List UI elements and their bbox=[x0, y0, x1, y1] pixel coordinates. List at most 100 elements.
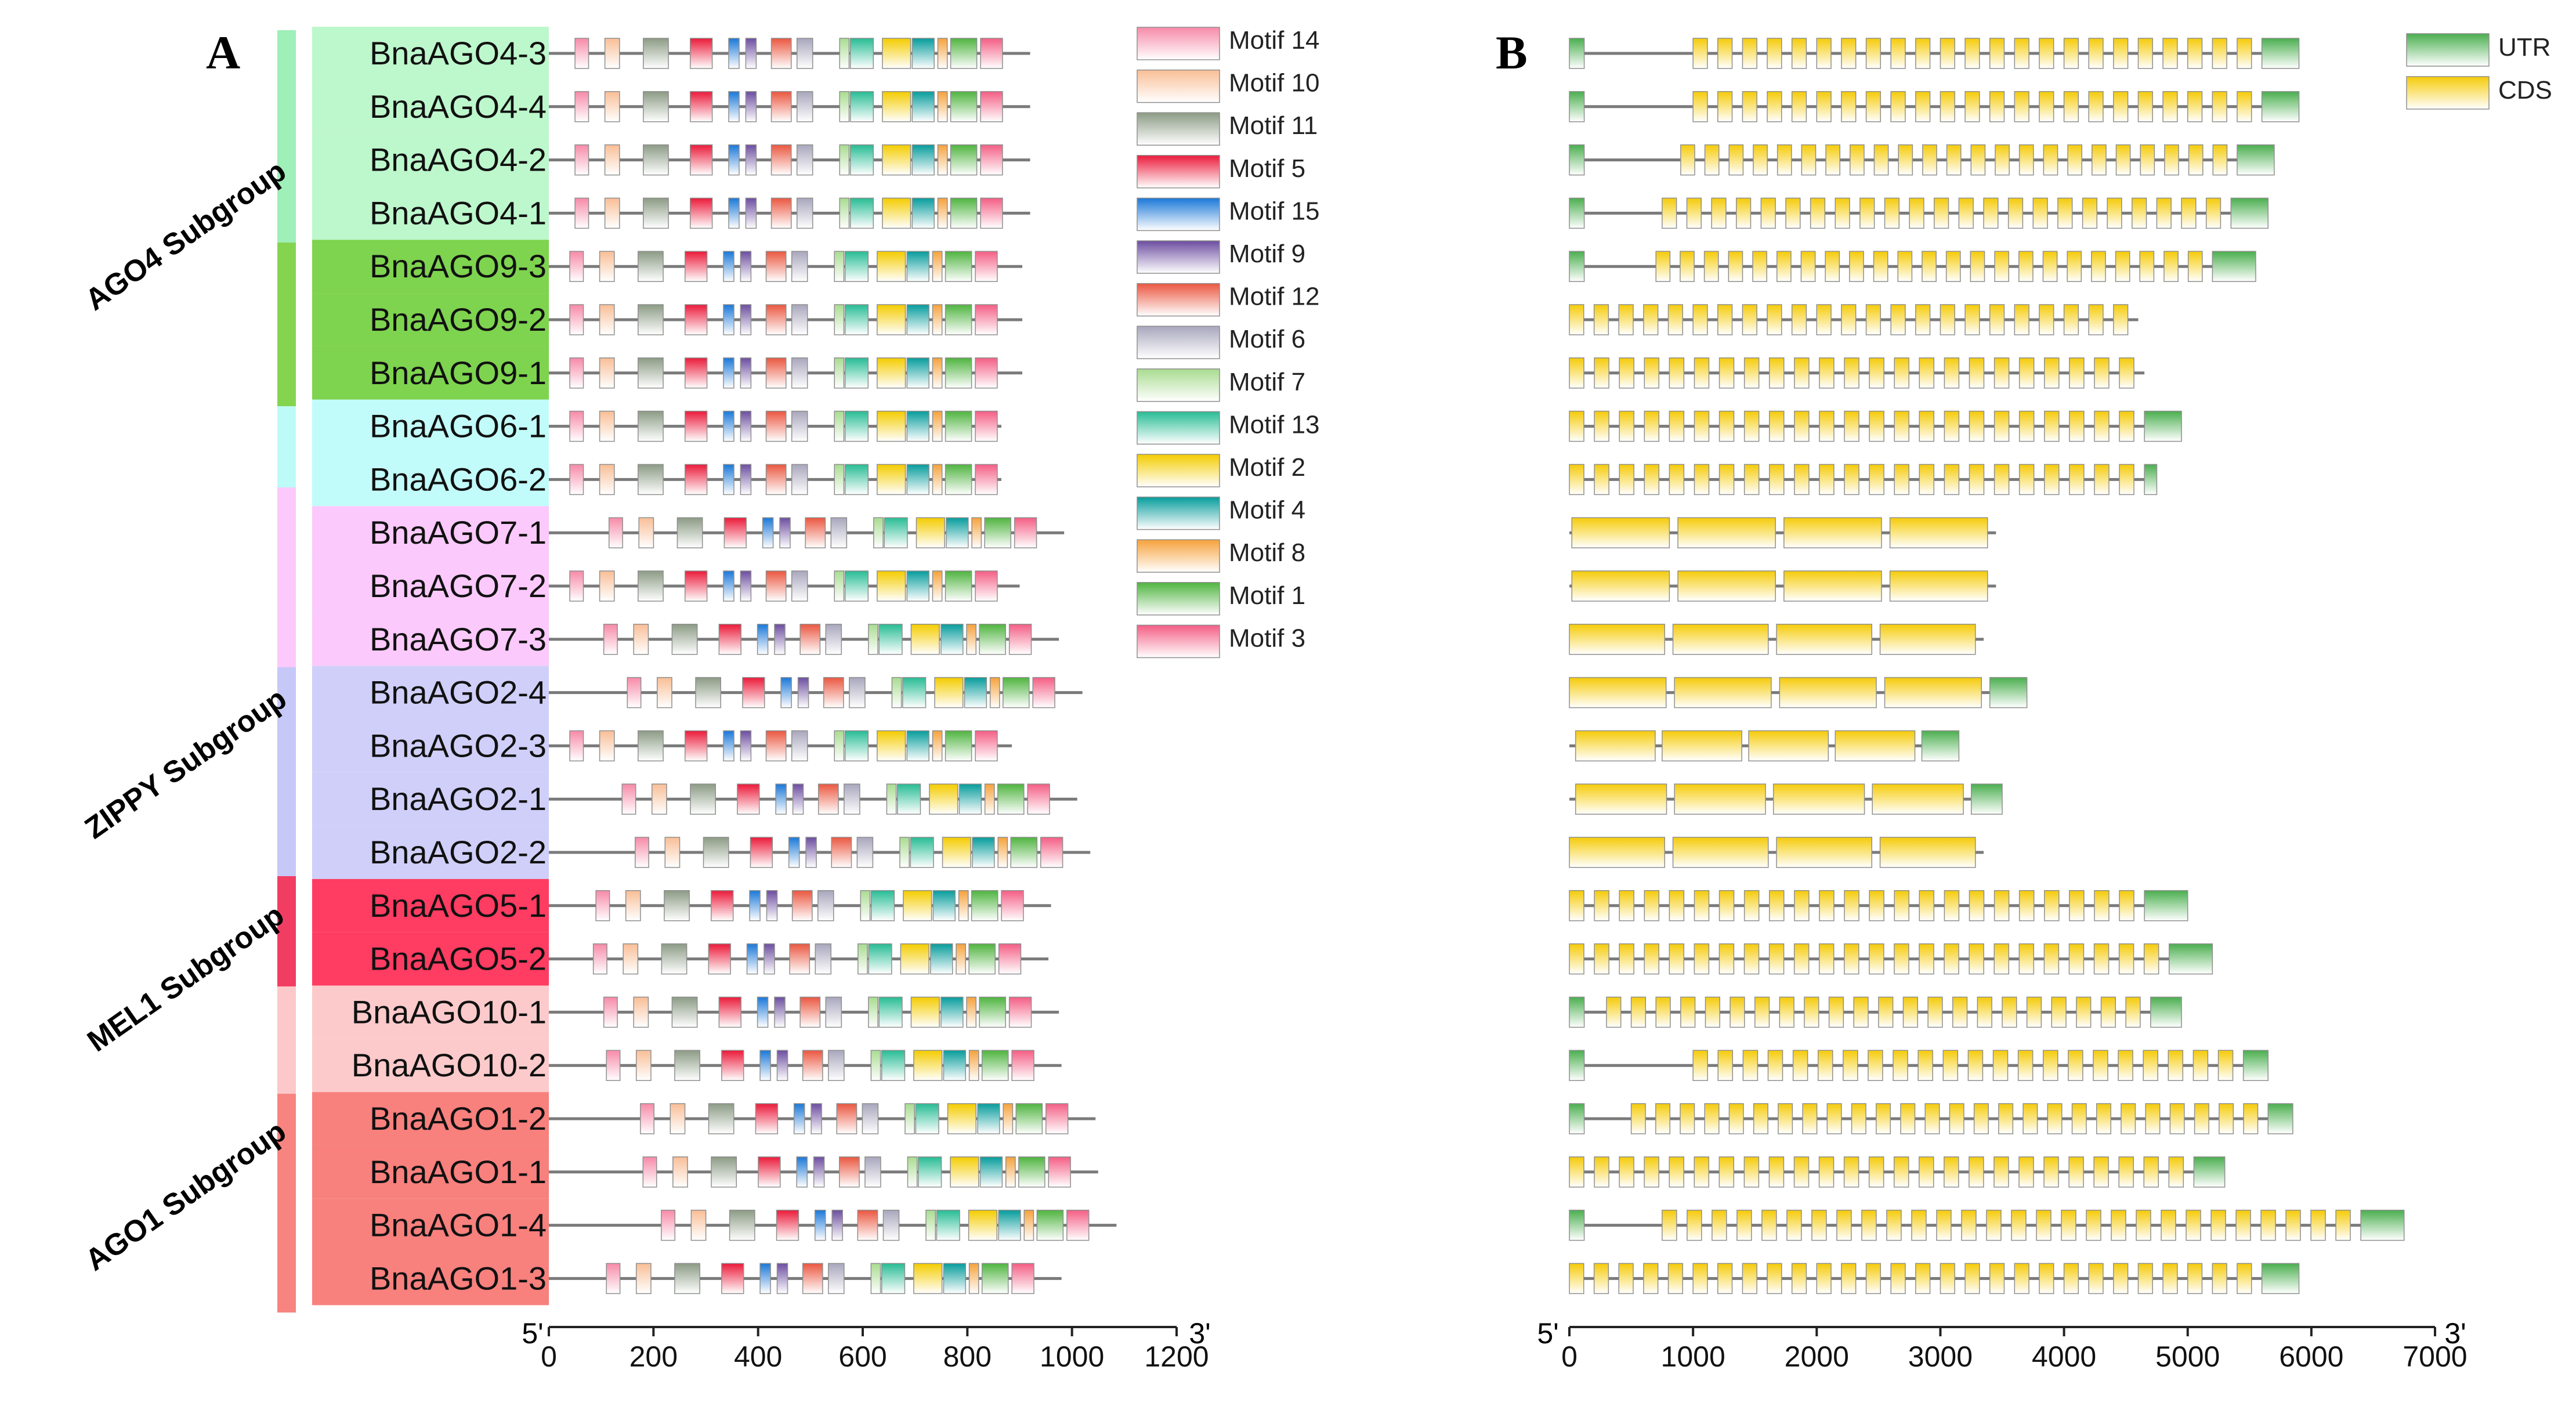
cds-mark bbox=[1717, 304, 1733, 335]
cds-mark bbox=[2212, 38, 2227, 69]
utr-mark bbox=[1989, 677, 2028, 708]
cds-mark bbox=[1735, 197, 1752, 229]
cds-mark bbox=[1819, 410, 1835, 442]
motif-13-mark bbox=[915, 1103, 939, 1134]
motif-1-mark bbox=[950, 144, 978, 176]
motif-11-mark bbox=[674, 1050, 700, 1081]
cds-mark bbox=[1792, 1050, 1808, 1081]
motif-legend-swatch bbox=[1137, 283, 1220, 317]
motif-5-mark bbox=[708, 943, 731, 975]
motif-9-mark bbox=[811, 1103, 822, 1134]
motif-9-mark bbox=[774, 996, 786, 1028]
cds-mark bbox=[1989, 1263, 2005, 1295]
utr-mark bbox=[1569, 144, 1585, 176]
motif-9-mark bbox=[740, 464, 752, 496]
cds-mark bbox=[1961, 1209, 1977, 1241]
cds-mark bbox=[2162, 1263, 2178, 1295]
cds-mark bbox=[1969, 410, 1985, 442]
cds-mark bbox=[2043, 144, 2058, 176]
cds-mark bbox=[2014, 304, 2029, 335]
motif-11-mark bbox=[676, 517, 703, 548]
cds-mark bbox=[1884, 677, 1982, 708]
cds-mark bbox=[1869, 357, 1884, 389]
motif-10-mark bbox=[604, 197, 620, 229]
cds-mark bbox=[1644, 410, 1660, 442]
motif-5-mark bbox=[689, 91, 713, 122]
motif-15-mark bbox=[814, 1209, 826, 1241]
motif-11-mark bbox=[638, 730, 664, 762]
cds-mark bbox=[1915, 91, 1931, 122]
motif-7-mark bbox=[834, 304, 845, 335]
utr-mark bbox=[1970, 783, 2003, 815]
motif-1-mark bbox=[981, 1263, 1009, 1295]
cds-mark bbox=[1785, 197, 1801, 229]
motif-7-mark bbox=[905, 1103, 915, 1134]
motif-15-mark bbox=[759, 1050, 771, 1081]
cds-mark bbox=[1825, 144, 1840, 176]
motif-11-mark bbox=[638, 304, 664, 335]
motif-2-mark bbox=[968, 1209, 998, 1241]
cds-mark bbox=[1841, 38, 1857, 69]
motif-6-mark bbox=[791, 357, 808, 389]
motif-9-mark bbox=[776, 1263, 788, 1295]
motif-15-mark bbox=[759, 1263, 771, 1295]
cds-mark bbox=[1890, 304, 1906, 335]
cds-mark bbox=[2063, 91, 2079, 122]
motif-11-mark bbox=[643, 197, 669, 229]
motif-3-mark bbox=[975, 464, 998, 496]
motif-9-mark bbox=[764, 943, 775, 975]
cds-mark bbox=[1786, 1209, 1802, 1241]
cds-mark bbox=[1743, 1156, 1760, 1188]
panel-b-label: B bbox=[1496, 26, 1528, 79]
cds-mark bbox=[1958, 197, 1974, 229]
motif-7-mark bbox=[925, 1209, 936, 1241]
motif-legend-swatch bbox=[1137, 582, 1220, 616]
axis-tick-label: 1000 bbox=[1040, 1340, 1104, 1373]
motif-8-mark bbox=[937, 91, 948, 122]
cds-mark bbox=[1973, 1103, 1989, 1134]
motif-7-mark bbox=[839, 197, 850, 229]
motif-9-mark bbox=[774, 624, 786, 655]
cds-mark bbox=[1752, 251, 1767, 282]
gene-label-bg bbox=[312, 453, 549, 507]
cds-mark bbox=[2093, 1156, 2109, 1188]
motif-15-mark bbox=[723, 410, 735, 442]
motif-3-mark bbox=[980, 144, 1003, 176]
cds-mark bbox=[1768, 943, 1785, 975]
cds-mark bbox=[1894, 943, 1909, 975]
motif-7-mark bbox=[868, 624, 878, 655]
cds-mark bbox=[1718, 1156, 1735, 1188]
cds-mark bbox=[2094, 357, 2110, 389]
cds-mark bbox=[1618, 1263, 1634, 1295]
motif-9-mark bbox=[740, 730, 752, 762]
motif-6-mark bbox=[791, 304, 808, 335]
motif-1-mark bbox=[950, 197, 978, 229]
cds-mark bbox=[1569, 357, 1584, 389]
cds-mark bbox=[1694, 410, 1710, 442]
motif-1-mark bbox=[945, 357, 972, 389]
motif-5-mark bbox=[721, 1050, 744, 1081]
motif-legend-swatch bbox=[1137, 368, 1220, 402]
motif-15-mark bbox=[723, 730, 735, 762]
motif-5-mark bbox=[776, 1209, 799, 1241]
cds-mark bbox=[2076, 996, 2092, 1028]
cds-mark bbox=[1619, 464, 1634, 496]
cds-mark bbox=[1743, 464, 1760, 496]
cds-mark bbox=[1998, 1103, 2014, 1134]
cds-mark bbox=[1810, 197, 1826, 229]
cds-mark bbox=[2032, 197, 2048, 229]
motif-13-mark bbox=[936, 1209, 960, 1241]
cds-mark bbox=[1944, 943, 1959, 975]
motif-5-mark bbox=[684, 570, 708, 602]
gene-label-bg bbox=[312, 1039, 549, 1093]
cds-mark bbox=[1922, 144, 1937, 176]
cds-mark bbox=[1718, 464, 1735, 496]
motif-6-mark bbox=[796, 144, 813, 176]
motif-7-mark bbox=[886, 783, 897, 815]
motif-11-mark bbox=[638, 570, 664, 602]
cds-mark bbox=[1674, 677, 1772, 708]
motif-12-mark bbox=[765, 570, 787, 602]
motif-15-mark bbox=[775, 783, 787, 815]
motif-10-mark bbox=[633, 624, 649, 655]
motif-13-mark bbox=[897, 783, 921, 815]
